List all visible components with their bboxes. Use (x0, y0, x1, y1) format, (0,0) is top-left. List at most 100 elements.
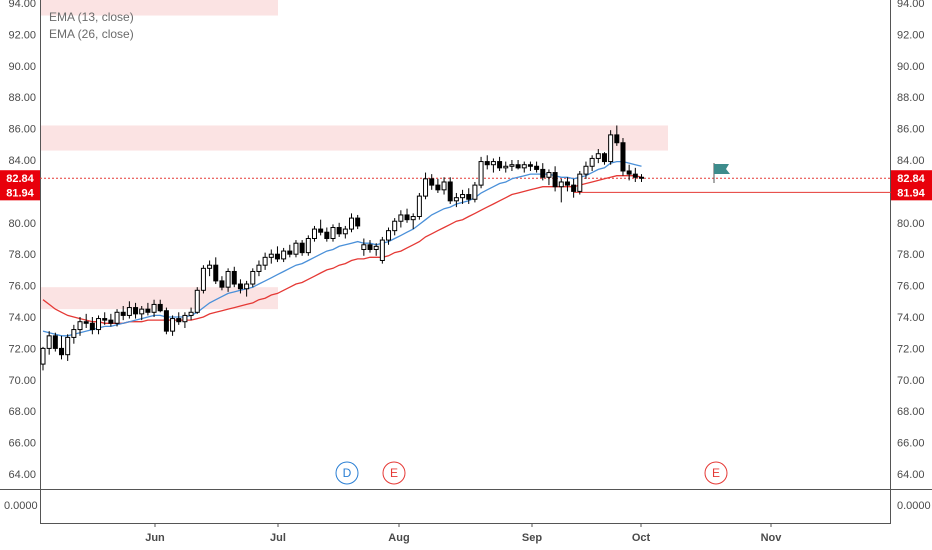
candle-body (336, 227, 342, 235)
candle (336, 222, 342, 237)
y-tick-label: 66.00 (8, 438, 36, 450)
x-tick-label: Aug (388, 532, 409, 544)
candle (521, 161, 527, 173)
candle (379, 236, 385, 264)
candle-body (213, 264, 219, 282)
candle-body (293, 242, 299, 255)
y-tick-label: 86.00 (8, 124, 36, 136)
event-letter: E (712, 466, 720, 480)
right-price-scale[interactable]: 94.0092.0090.0088.0086.0084.0082.0080.00… (897, 0, 925, 481)
earnings-marker[interactable]: E (382, 461, 406, 485)
x-tick-label: Sep (522, 532, 542, 544)
y-tick-label: 80.00 (897, 218, 925, 230)
candle-body (472, 184, 478, 200)
candle-body (151, 303, 157, 313)
flag-icon[interactable] (713, 163, 730, 183)
candle-body (83, 321, 89, 324)
price-label-left (0, 184, 40, 201)
candle (139, 306, 145, 321)
time-scale[interactable]: Jun Jul Aug Sep Oct Nov (145, 523, 782, 544)
dividend-marker[interactable]: D (335, 461, 359, 485)
candle (583, 161, 589, 179)
price-level-lines: 82.84 82.84 81.94 81.94 (0, 170, 932, 201)
y-tick-label: 74.00 (897, 312, 925, 324)
candle-body (589, 157, 595, 167)
candle (620, 138, 626, 176)
y-tick-label: 68.00 (8, 406, 36, 418)
candle (638, 174, 644, 182)
candle (59, 335, 65, 360)
candle (77, 317, 83, 336)
candle (484, 155, 490, 170)
candle-body (52, 335, 58, 349)
candle-body (601, 153, 607, 163)
candle-body (188, 311, 194, 316)
candle-body (262, 256, 268, 266)
candle (237, 279, 243, 294)
candle (626, 164, 632, 181)
y-tick-label: 90.00 (897, 61, 925, 73)
candle (564, 177, 570, 192)
y-tick-label: 92.00 (897, 29, 925, 41)
candle (256, 260, 262, 277)
candle-body (318, 228, 324, 233)
price-label-text: 81.94 (897, 187, 925, 199)
candle-body (145, 308, 151, 313)
candle-body (435, 184, 441, 191)
candle (200, 265, 206, 294)
price-label-right (891, 184, 932, 201)
legend-ema-short[interactable]: EMA (13, close) (49, 10, 134, 24)
candle (460, 189, 466, 204)
candle (423, 172, 429, 200)
candle-body (139, 308, 145, 315)
candle-body (250, 270, 256, 285)
candle (250, 268, 256, 288)
candle-body (515, 164, 521, 169)
y-tick-label: 72.00 (8, 343, 36, 355)
price-label-left (0, 170, 40, 187)
candle (219, 276, 225, 291)
candle-body (429, 178, 435, 186)
price-label-text: 82.84 (6, 173, 34, 185)
candle (589, 155, 595, 171)
legend-ema-long[interactable]: EMA (26, close) (49, 27, 134, 41)
candle (410, 213, 416, 230)
candle (287, 244, 293, 258)
candle-body (219, 280, 225, 288)
candle (40, 346, 46, 371)
left-price-scale[interactable]: 94.0092.0090.0088.0086.0084.0082.0080.00… (8, 0, 36, 481)
earnings-marker[interactable]: E (704, 461, 728, 485)
candle-body (237, 283, 243, 290)
candle-body (133, 307, 139, 315)
candle (65, 334, 71, 361)
candle-body (632, 173, 638, 178)
candle (176, 312, 182, 325)
candle (293, 240, 299, 258)
candle (157, 299, 163, 313)
candle (441, 177, 447, 195)
y-tick-label: 90.00 (8, 61, 36, 73)
candle-body (207, 264, 213, 269)
y-tick-label: 76.00 (897, 281, 925, 293)
x-tick-label: Jul (270, 532, 286, 544)
candle (571, 178, 577, 198)
candle (102, 312, 108, 325)
candle-body (71, 329, 77, 338)
volume-tick-label: 0.0000 (4, 500, 38, 512)
y-tick-label: 74.00 (8, 312, 36, 324)
candle (416, 192, 422, 220)
candle (632, 167, 638, 182)
y-tick-label: 64.00 (8, 469, 36, 481)
candle-body (299, 242, 305, 254)
candle-body (521, 164, 527, 169)
y-tick-label: 94.00 (8, 0, 36, 10)
candle (96, 315, 102, 335)
candle-body (244, 283, 250, 290)
candle-body (620, 142, 626, 172)
candle-body (466, 194, 472, 200)
candle (71, 324, 77, 344)
candle (435, 178, 441, 193)
candle-body (120, 311, 126, 316)
